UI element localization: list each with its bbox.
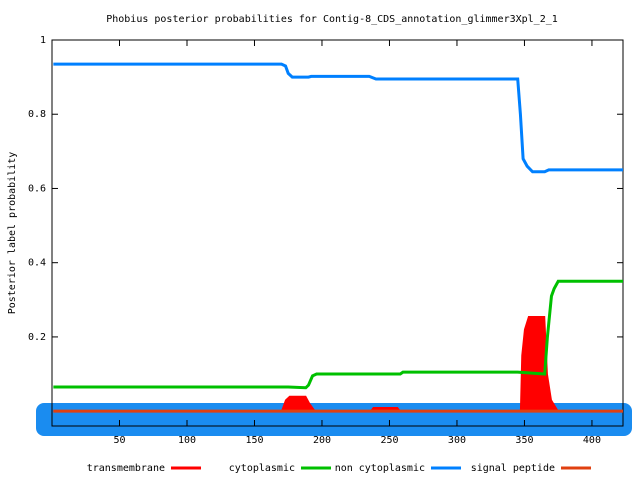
area bbox=[53, 316, 623, 412]
x-tick-label: 400 bbox=[583, 435, 601, 446]
y-tick-label: 1 bbox=[40, 35, 46, 46]
x-tick-label: 300 bbox=[448, 435, 466, 446]
y-tick-label: 0.4 bbox=[28, 258, 46, 269]
line bbox=[53, 279, 623, 390]
legend-label: non cytoplasmic bbox=[335, 463, 425, 474]
y-tick-label: 0.2 bbox=[28, 332, 46, 343]
chart-title: Phobius posterior probabilities for Cont… bbox=[106, 14, 558, 25]
x-tick-label: 50 bbox=[113, 435, 125, 446]
legend-label: signal peptide bbox=[471, 463, 555, 474]
x-tick-label: 100 bbox=[178, 435, 196, 446]
legend-label: cytoplasmic bbox=[229, 463, 295, 474]
x-tick-label: 250 bbox=[380, 435, 398, 446]
line bbox=[53, 62, 623, 174]
y-tick-label: 0.6 bbox=[28, 183, 46, 194]
legend-label: transmembrane bbox=[87, 463, 165, 474]
x-tick-label: 200 bbox=[313, 435, 331, 446]
x-tick-label: 350 bbox=[515, 435, 533, 446]
plot-frame bbox=[51, 39, 624, 427]
x-tick-label: 150 bbox=[245, 435, 263, 446]
y-tick-label: 0.8 bbox=[28, 109, 46, 120]
y-axis-label: Posterior label probability bbox=[7, 152, 18, 315]
